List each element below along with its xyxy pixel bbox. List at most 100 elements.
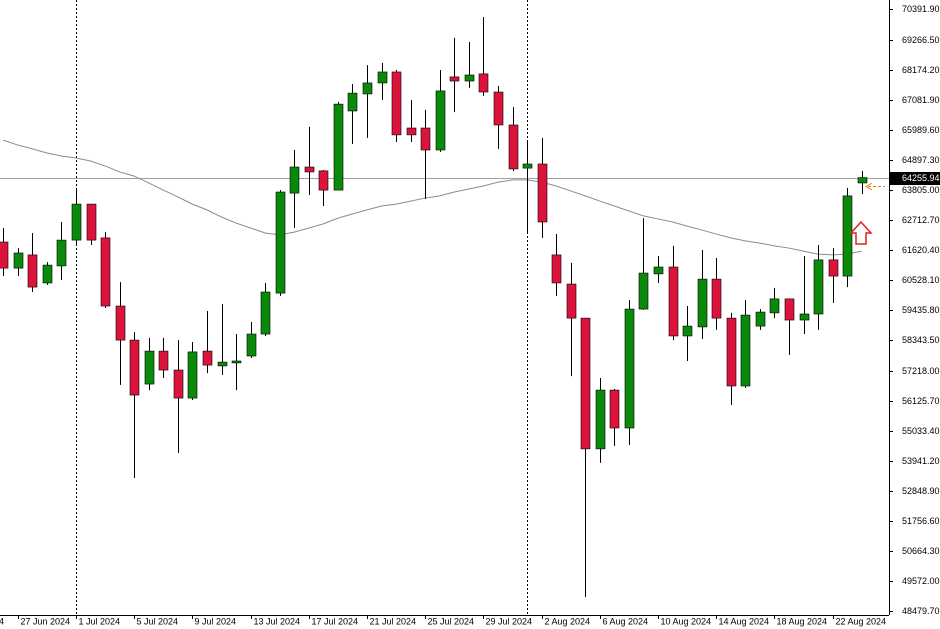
x-tick-label: 9 Jul 2024 (195, 616, 237, 626)
candle-body-up (653, 266, 664, 275)
candle-body-down (508, 124, 519, 170)
moving-average-line (3, 139, 862, 256)
x-tick-label: 27 Jun 2024 (21, 616, 71, 626)
candle-body-down (478, 73, 489, 93)
candle-body-up (522, 163, 533, 169)
y-tick-label: 67081.90 (902, 95, 940, 105)
candle-body-up (682, 325, 693, 337)
candle-body-down (0, 241, 9, 269)
y-tick-label: 63805.00 (902, 185, 940, 195)
x-tick-label: 14 Aug 2024 (719, 616, 770, 626)
y-tick-label: 68174.20 (902, 65, 940, 75)
candle-body-down (173, 369, 184, 399)
candle-body-up (347, 92, 358, 112)
candle-body-down (711, 278, 722, 319)
candle-body-down (318, 170, 329, 191)
candle-body-up (42, 264, 53, 284)
x-tick-label: 18 Aug 2024 (777, 616, 828, 626)
candle-body-up (246, 333, 257, 357)
candle-body-down (726, 317, 737, 387)
x-edge-label: 4 (0, 616, 4, 626)
y-tick-label: 61620.40 (902, 245, 940, 255)
candle-body-up (231, 360, 242, 364)
y-tick-label: 65989.60 (902, 125, 940, 135)
y-tick-label: 55033.40 (902, 426, 940, 436)
candle-body-down (566, 283, 577, 319)
candle-body-up (56, 239, 67, 267)
current-price-label: 64255.94 (902, 173, 940, 183)
y-tick-label: 64897.30 (902, 155, 940, 165)
candle-body-up (813, 259, 824, 315)
candle-body-up (377, 71, 388, 84)
candle-body-up (275, 191, 286, 294)
y-tick-label: 69266.50 (902, 35, 940, 45)
candle-body-down (406, 127, 417, 136)
candle-body-up (799, 313, 810, 321)
candle-body-down (158, 350, 169, 371)
overlay-layer (0, 0, 889, 615)
candle-body-down (784, 298, 795, 321)
y-tick-label: 48479.70 (902, 606, 940, 616)
y-tick-label: 51756.60 (902, 516, 940, 526)
y-tick-label: 53941.20 (902, 456, 940, 466)
candle-body-up (289, 166, 300, 194)
candle-body-down (202, 350, 213, 366)
x-tick-label: 22 Aug 2024 (836, 616, 887, 626)
x-tick-label: 10 Aug 2024 (661, 616, 712, 626)
candle-body-down (828, 259, 839, 277)
y-tick-label: 59435.80 (902, 305, 940, 315)
x-tick-label: 2 Aug 2024 (545, 616, 591, 626)
candle-body-down (493, 91, 504, 126)
candle-body-down (115, 305, 126, 341)
candle-body-up (13, 252, 24, 269)
candle-body-down (129, 339, 140, 396)
candle-layer (0, 17, 868, 597)
candle-body-up (595, 389, 606, 450)
candle-body-up (740, 314, 751, 387)
candle-body-down (537, 163, 548, 223)
candle-body-down (100, 237, 111, 307)
candle-body-down (304, 166, 315, 173)
candle-body-up (144, 350, 155, 385)
candle-body-up (842, 195, 853, 277)
y-tick-label: 62712.70 (902, 215, 940, 225)
candle-body-down (86, 203, 97, 241)
x-tick-label: 5 Jul 2024 (137, 616, 179, 626)
candle-body-down (580, 317, 591, 450)
candle-body-down (27, 254, 38, 288)
price-arrow (865, 182, 885, 191)
x-tick-label: 13 Jul 2024 (254, 616, 301, 626)
candle-body-down (551, 254, 562, 284)
candle-body-up (362, 82, 373, 95)
candle-body-up (435, 90, 446, 151)
y-tick-label: 52848.90 (902, 486, 940, 496)
candle-body-up (217, 361, 228, 367)
candle-body-up (857, 177, 868, 184)
y-tick-label: 49572.00 (902, 576, 940, 586)
candle-body-down (668, 266, 679, 337)
x-tick-label: 25 Jul 2024 (428, 616, 475, 626)
candle-body-up (755, 311, 766, 327)
candle-body-down (391, 71, 402, 136)
candle-body-up (769, 298, 780, 314)
up-arrow-marker (849, 220, 873, 245)
candle-body-down (609, 389, 620, 429)
candle-body-up (260, 291, 271, 335)
candle-body-up (697, 278, 708, 328)
candle-body-up (464, 74, 475, 82)
y-tick-label: 58343.50 (902, 335, 940, 345)
y-tick-label: 50664.30 (902, 546, 940, 556)
x-tick-label: 21 Jul 2024 (370, 616, 417, 626)
candle-body-up (333, 103, 344, 191)
candle-body-up (71, 203, 82, 241)
x-tick-label: 6 Aug 2024 (603, 616, 649, 626)
candle-body-up (638, 272, 649, 310)
candle-body-up (187, 351, 198, 399)
candle-body-up (624, 308, 635, 429)
x-tick-label: 1 Jul 2024 (79, 616, 121, 626)
y-tick-label: 57218.00 (902, 366, 940, 376)
